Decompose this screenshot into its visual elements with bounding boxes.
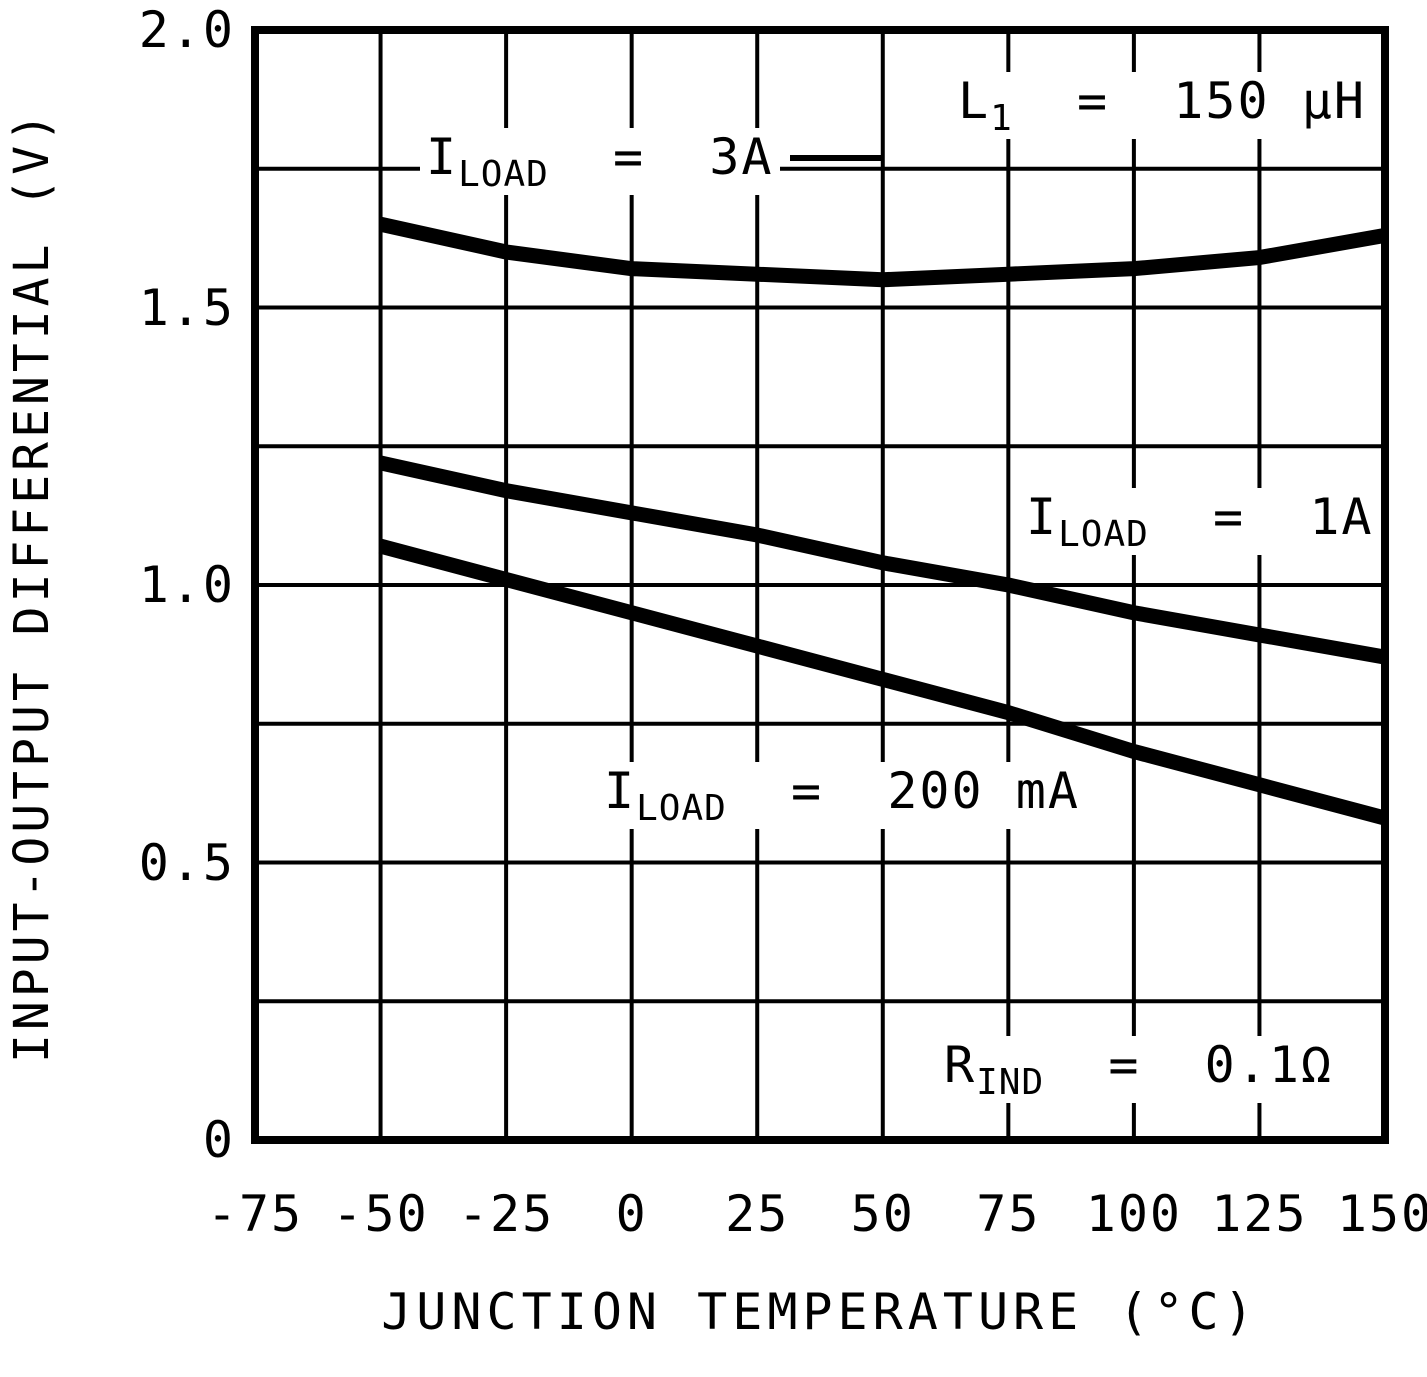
- x-tick-label: 150: [1336, 1185, 1427, 1243]
- x-tick-label: -25: [457, 1185, 555, 1243]
- x-tick-label: 50: [850, 1185, 915, 1243]
- annotation-rind: RIND = 0.1Ω: [938, 1036, 1340, 1103]
- annotation-l1: L1 = 150 µH: [952, 72, 1372, 139]
- annotation-post: = 150 µH: [1012, 72, 1366, 130]
- annotation-pre: I: [1026, 488, 1059, 546]
- annotation-sub: LOAD: [1058, 514, 1149, 555]
- plot-border: [251, 26, 1389, 1144]
- y-tick-label: 0: [202, 1111, 235, 1169]
- annotation-post: = 0.1Ω: [1044, 1036, 1334, 1094]
- annotation-sub: IND: [976, 1062, 1045, 1103]
- series-curve-1: [378, 455, 1387, 665]
- y-tick-label: 1.5: [138, 278, 235, 337]
- x-axis-title: JUNCTION TEMPERATURE (°C): [381, 1283, 1259, 1341]
- x-tick-label: -75: [206, 1185, 304, 1243]
- annotation-sub: LOAD: [458, 154, 549, 195]
- annotation-iload-200ma: ILOAD = 200 mA: [598, 762, 1086, 829]
- x-tick-label: 25: [725, 1185, 790, 1243]
- annotation-iload-3a: ILOAD = 3A: [420, 128, 780, 195]
- x-tick-label: 0: [615, 1185, 648, 1243]
- x-tick-label: 75: [976, 1185, 1041, 1243]
- y-tick-label: 0.5: [138, 833, 235, 892]
- annotation-pre: L: [958, 72, 991, 130]
- annotation-pre: I: [604, 762, 637, 820]
- annotation-post: = 1A: [1148, 488, 1374, 546]
- annotation-leader-line: [790, 155, 882, 161]
- y-tick-label: 1.0: [138, 556, 235, 614]
- annotation-sub: 1: [990, 98, 1013, 139]
- x-tick-label: -50: [332, 1185, 429, 1243]
- annotation-sub: LOAD: [636, 788, 727, 829]
- annotation-pre: R: [944, 1036, 977, 1094]
- annotation-post: = 3A: [548, 128, 774, 186]
- x-tick-label: 125: [1211, 1185, 1308, 1243]
- series-curve-2: [378, 538, 1387, 826]
- annotation-iload-1a: ILOAD = 1A: [1020, 488, 1380, 555]
- annotation-pre: I: [426, 128, 459, 186]
- y-tick-label: 2.0: [138, 1, 235, 59]
- series-curve-0: [378, 216, 1387, 288]
- annotation-post: = 200 mA: [726, 762, 1080, 820]
- x-tick-label: 100: [1085, 1185, 1183, 1243]
